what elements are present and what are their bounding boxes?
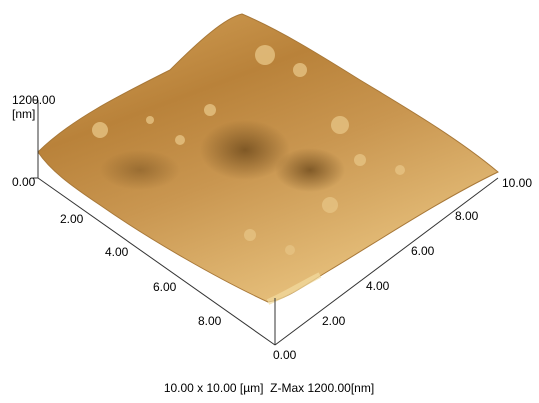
x-tick-label: 6.00 [153,280,177,294]
y-tick-label: 4.00 [366,279,390,293]
caption: 10.00 x 10.00 [µm] Z-Max 1200.00[nm] [164,381,374,395]
x-tick-label: 8.00 [198,314,222,328]
surface [37,13,499,305]
y-tick-label: 2.00 [322,314,346,328]
z-max-label: 1200.00 [12,93,56,107]
z-min-label: 0.00 [12,175,36,189]
y-tick-label: 10.00 [502,176,532,190]
x-tick-label: 2.00 [60,212,84,226]
y-tick-label: 8.00 [455,209,479,223]
y-tick-label: 6.00 [411,244,435,258]
y-tick-label: 0.00 [273,348,297,362]
x-tick-label: 4.00 [105,245,129,259]
axes [33,99,499,346]
z-unit: [nm] [12,107,35,121]
